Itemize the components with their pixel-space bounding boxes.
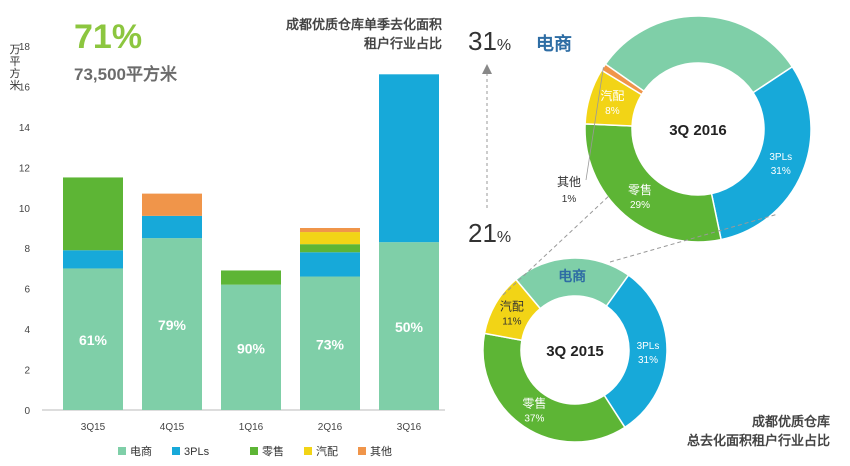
donut-2016-label-retail: 零售	[628, 182, 652, 197]
donut-2015-label-retail: 37%	[524, 414, 544, 425]
x-tick-label: 4Q15	[160, 422, 185, 433]
bar-segment-ecommerce	[63, 268, 123, 410]
legend-swatch-retail	[250, 447, 258, 455]
donut-2015-label-auto: 汽配	[500, 298, 524, 313]
donut-2016-label-3pl: 31%	[771, 166, 791, 177]
bar-segment-3pl	[63, 250, 123, 269]
bar-segment-ecommerce	[379, 242, 439, 410]
donut-2016-label-retail: 29%	[630, 200, 650, 211]
total-title-line1: 成都优质仓库	[751, 414, 830, 429]
growth-arrow-head	[482, 64, 492, 74]
total-title-line2: 总去化面积租户行业占比	[686, 433, 830, 448]
donut-2016-label-other: 其他	[557, 175, 581, 189]
bar-percent-label: 79%	[158, 317, 187, 333]
donut-2015-label-3pl: 31%	[638, 355, 658, 366]
legend-swatch-ecommerce	[118, 447, 126, 455]
donut-slice-other	[600, 63, 645, 96]
bar-segment-retail	[300, 244, 360, 253]
donut-2015-label-3pl: 3PLs	[637, 341, 660, 352]
x-tick-label: 3Q15	[81, 422, 106, 433]
connector-dashed-right	[609, 213, 779, 263]
y-axis-label: 万平方米	[9, 44, 21, 92]
y-tick-label: 4	[24, 325, 30, 336]
legend-swatch-other	[358, 447, 366, 455]
y-tick-label: 12	[19, 163, 31, 174]
donut-slice-3pl	[710, 65, 812, 241]
headline-percent: 71%	[74, 18, 143, 56]
bar-segment-ecommerce	[221, 284, 281, 410]
y-tick-label: 6	[24, 285, 30, 296]
x-tick-label: 2Q16	[318, 422, 343, 433]
legend-label: 3PLs	[184, 446, 210, 458]
donut-center-title: 3Q 2015	[546, 343, 604, 360]
bar-segment-other	[142, 193, 202, 216]
bar-percent-label: 50%	[395, 319, 424, 335]
connector-dashed-left	[502, 194, 611, 296]
bar-segment-ecommerce	[142, 238, 202, 410]
bar-chart-title-line2: 租户行业占比	[363, 36, 442, 51]
donut-slice-retail	[482, 332, 626, 443]
bar-percent-label: 61%	[79, 332, 108, 348]
donut-slice-ecommerce	[604, 15, 794, 94]
y-tick-label: 18	[19, 42, 31, 53]
donut-slice-auto	[483, 278, 542, 342]
x-tick-label: 3Q16	[397, 422, 422, 433]
y-tick-label: 16	[19, 82, 31, 93]
x-tick-label: 1Q16	[239, 422, 264, 433]
donut-slice-3pl	[603, 274, 668, 429]
headline-area: 73,500平方米	[74, 65, 177, 84]
legend-swatch-auto	[304, 447, 312, 455]
total-title: 成都优质仓库 总去化面积租户行业占比	[610, 412, 830, 450]
bar-segment-3pl	[379, 74, 439, 243]
legend-label: 汽配	[316, 444, 338, 458]
bar-segment-auto	[300, 232, 360, 245]
donut-2015-label-retail: 零售	[522, 396, 546, 411]
callout-2015-percent: 21%	[468, 218, 512, 248]
legend-label: 其他	[370, 445, 392, 458]
legend-label: 电商	[130, 444, 152, 458]
y-tick-label: 8	[24, 244, 30, 255]
y-tick-label: 2	[24, 366, 30, 377]
bar-segment-ecommerce	[300, 276, 360, 410]
bar-segment-retail	[221, 270, 281, 285]
donut-2016-label-3pl: 3PLs	[769, 152, 792, 163]
donut-2016-label-auto: 8%	[605, 106, 620, 117]
bar-chart-title: 成都优质仓库单季去化面积 租户行业占比	[214, 15, 442, 53]
donut-center-title: 3Q 2016	[669, 122, 727, 139]
donut-2015-label-auto: 11%	[502, 316, 521, 327]
bar-chart-title-line1: 成都优质仓库单季去化面积	[285, 17, 442, 32]
bar-segment-retail	[63, 177, 123, 251]
bar-segment-3pl	[300, 252, 360, 277]
donut-2015-label-ecommerce: 电商	[558, 268, 586, 284]
donut-2016-label-auto: 汽配	[600, 88, 624, 103]
bar-percent-label: 90%	[237, 340, 266, 356]
bar-segment-3pl	[142, 215, 202, 239]
bar-segment-other	[300, 228, 360, 233]
legend-swatch-3pl	[172, 447, 180, 455]
donut-2016-label-other-pct: 1%	[562, 194, 577, 205]
callout-segment-label: 电商	[536, 34, 572, 54]
donut-slice-retail	[584, 123, 722, 243]
y-tick-label: 0	[24, 406, 30, 417]
y-tick-label: 14	[19, 123, 31, 134]
callout-2016-percent: 31%	[468, 26, 512, 56]
donut-2016-other-leader	[585, 67, 604, 181]
legend-label: 零售	[262, 444, 284, 458]
bar-percent-label: 73%	[316, 336, 345, 352]
y-tick-label: 10	[19, 204, 31, 215]
